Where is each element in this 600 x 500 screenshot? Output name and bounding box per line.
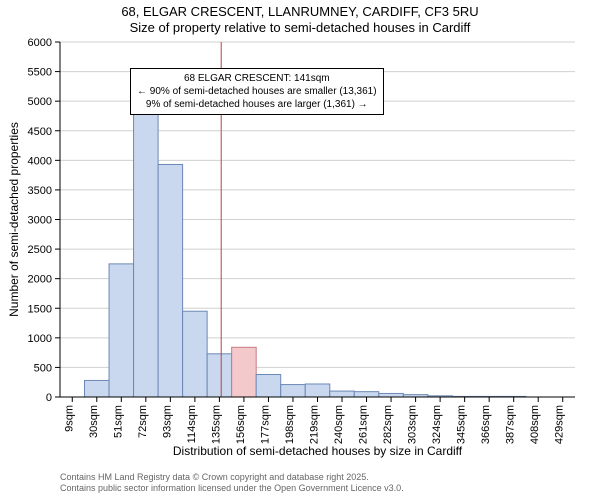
y-tick-label: 3000	[28, 215, 52, 227]
y-tick-label: 5000	[28, 96, 52, 108]
histogram-bar	[158, 164, 183, 397]
histogram-bar	[109, 264, 134, 397]
x-tick-label: 93sqm	[161, 405, 173, 438]
x-tick-label: 429sqm	[554, 405, 566, 444]
annotation-line-1: 68 ELGAR CRESCENT: 141sqm	[137, 72, 377, 85]
histogram-bar	[207, 354, 232, 397]
histogram-bar	[354, 392, 379, 397]
x-tick-label: 156sqm	[235, 405, 247, 444]
x-tick-label: 135sqm	[210, 405, 222, 444]
y-tick-label: 2000	[28, 274, 52, 286]
y-tick-label: 4500	[28, 126, 52, 138]
x-tick-label: 387sqm	[505, 405, 517, 444]
histogram-bar	[305, 384, 330, 397]
footer-line-2: Contains public sector information licen…	[60, 483, 404, 495]
histogram-bar	[281, 385, 306, 397]
x-tick-label: 177sqm	[259, 405, 271, 444]
histogram-bar	[85, 380, 110, 397]
histogram-bar	[379, 393, 404, 397]
y-tick-label: 500	[34, 362, 52, 374]
annotation-line-2: ← 90% of semi-detached houses are smalle…	[137, 85, 377, 98]
y-axis-label: Number of semi-detached properties	[7, 122, 21, 317]
y-tick-label: 1500	[28, 303, 52, 315]
y-tick-label: 6000	[28, 37, 52, 49]
y-tick-label: 1000	[28, 333, 52, 345]
histogram-bar	[232, 347, 257, 397]
x-tick-label: 240sqm	[333, 405, 345, 444]
x-tick-label: 261sqm	[358, 405, 370, 444]
x-tick-label: 198sqm	[284, 405, 296, 444]
footer-attribution: Contains HM Land Registry data © Crown c…	[60, 472, 404, 495]
x-tick-label: 303sqm	[407, 405, 419, 444]
annotation-line-3: 9% of semi-detached houses are larger (1…	[137, 98, 377, 111]
x-tick-label: 345sqm	[456, 405, 468, 444]
x-tick-label: 51sqm	[112, 405, 124, 438]
y-tick-label: 2500	[28, 244, 52, 256]
x-tick-label: 72sqm	[137, 405, 149, 438]
x-tick-label: 366sqm	[480, 405, 492, 444]
x-tick-label: 30sqm	[88, 405, 100, 438]
y-tick-label: 0	[46, 392, 52, 404]
x-axis-label: Distribution of semi-detached houses by …	[173, 444, 463, 458]
y-tick-label: 4000	[28, 155, 52, 167]
footer-line-1: Contains HM Land Registry data © Crown c…	[60, 472, 404, 484]
annotation-box: 68 ELGAR CRESCENT: 141sqm ← 90% of semi-…	[130, 68, 384, 115]
x-tick-label: 114sqm	[186, 405, 198, 443]
histogram-bar	[330, 391, 355, 397]
y-tick-label: 5500	[28, 67, 52, 79]
histogram-bar	[134, 108, 159, 397]
x-tick-label: 9sqm	[63, 405, 75, 432]
x-tick-label: 408sqm	[529, 405, 541, 444]
histogram-bar	[183, 311, 208, 397]
x-tick-label: 282sqm	[382, 405, 394, 444]
x-tick-label: 324sqm	[431, 405, 443, 444]
y-tick-label: 3500	[28, 185, 52, 197]
chart-container: 68, ELGAR CRESCENT, LLANRUMNEY, CARDIFF,…	[0, 0, 600, 500]
histogram-bar	[256, 375, 281, 397]
x-tick-label: 219sqm	[309, 405, 321, 444]
